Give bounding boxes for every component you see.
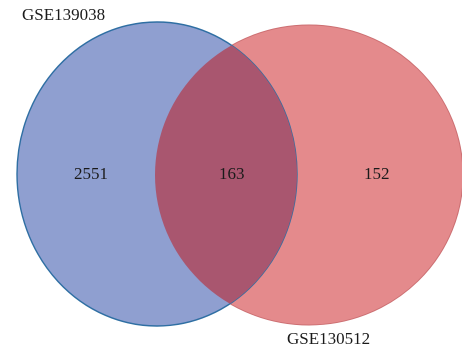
set-label-gse130512: GSE130512: [287, 329, 370, 348]
count-intersection: 163: [219, 164, 245, 183]
count-only-gse130512: 152: [364, 164, 390, 183]
intersection-region: [155, 25, 297, 325]
set-label-gse139038: GSE139038: [22, 5, 105, 24]
count-only-gse139038: 2551: [74, 164, 108, 183]
